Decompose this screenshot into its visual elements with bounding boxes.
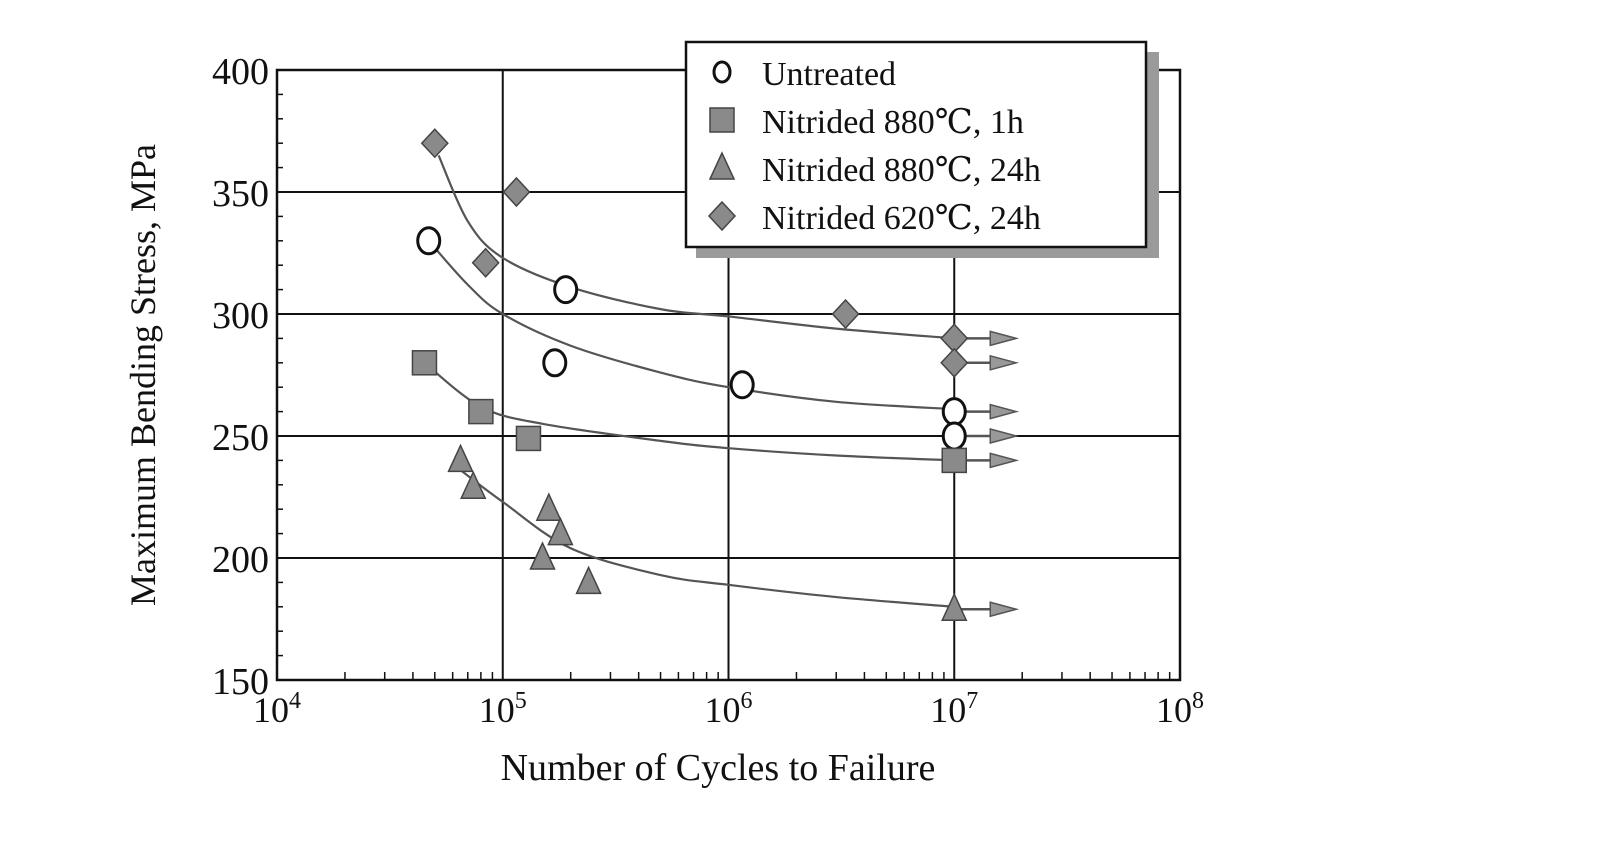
data-point (535, 492, 563, 521)
legend-box (684, 40, 1148, 249)
y-tick-label: 250 (212, 417, 269, 459)
data-point (831, 298, 860, 330)
y-tick-labels: 150 200 250 300 350 400 (212, 51, 269, 703)
y-tick-label: 400 (212, 51, 269, 93)
data-point (547, 516, 574, 546)
x-tick-label: 106 (705, 688, 753, 730)
data-point (411, 350, 438, 376)
legend-marker-icon (707, 200, 737, 232)
legend-label: Nitrided 880℃, 24h (762, 152, 1041, 189)
x-tick-label: 107 (930, 688, 978, 730)
runout-arrow-icon (989, 330, 1020, 347)
data-point (941, 447, 967, 474)
fit-curve (459, 469, 955, 608)
data-point (941, 421, 967, 451)
y-tick-label: 200 (212, 539, 269, 581)
fit-curve (423, 361, 955, 462)
data-point (553, 275, 579, 305)
x-tick-labels: 104 105 106 107 108 (253, 688, 1204, 730)
legend-label: Untreated (762, 56, 896, 93)
legend-label: Nitrided 620℃, 24h (762, 200, 1041, 237)
runout-arrow-icon (989, 354, 1020, 371)
data-point (940, 347, 969, 378)
runout-arrow-icon (989, 601, 1020, 618)
data-point (468, 398, 494, 425)
data-point (542, 348, 568, 378)
data-point (420, 128, 449, 159)
x-tick-label: 108 (1156, 688, 1204, 730)
data-points (411, 128, 1020, 621)
data-point (529, 541, 556, 570)
x-axis-label: Number of Cycles to Failure (501, 747, 936, 789)
data-point (471, 247, 500, 278)
data-point (447, 443, 474, 473)
runout-arrow-icon (989, 428, 1020, 444)
x-tick-label: 105 (479, 688, 527, 730)
data-point (515, 425, 542, 452)
legend-label: Nitrided 880℃, 1h (762, 104, 1024, 141)
data-point (575, 565, 602, 595)
y-axis-label: Maximum Bending Stress, MPa (123, 144, 163, 606)
y-tick-label: 150 (212, 661, 269, 703)
data-point (416, 226, 442, 256)
data-point (941, 592, 968, 621)
data-point (941, 397, 967, 427)
y-tick-label: 350 (212, 173, 269, 215)
y-tick-label: 300 (212, 295, 269, 337)
fit-curve (437, 154, 955, 340)
fit-curve (427, 240, 955, 411)
data-point (729, 370, 755, 400)
legend-marker-icon (708, 151, 736, 180)
data-point (460, 470, 487, 499)
runout-arrow-icon (989, 403, 1020, 420)
legend: Untreated Nitrided 880℃, 1h Nitrided 880℃,… (684, 40, 1159, 258)
legend-marker-icon (709, 107, 735, 133)
x-tick-label: 104 (253, 688, 301, 730)
runout-arrow-icon (989, 452, 1020, 469)
legend-marker-icon (712, 60, 732, 84)
data-point (502, 176, 531, 208)
